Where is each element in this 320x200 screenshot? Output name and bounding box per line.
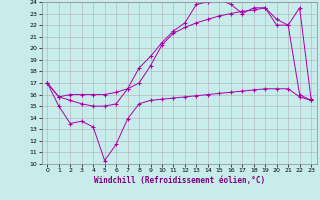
X-axis label: Windchill (Refroidissement éolien,°C): Windchill (Refroidissement éolien,°C): [94, 176, 265, 185]
